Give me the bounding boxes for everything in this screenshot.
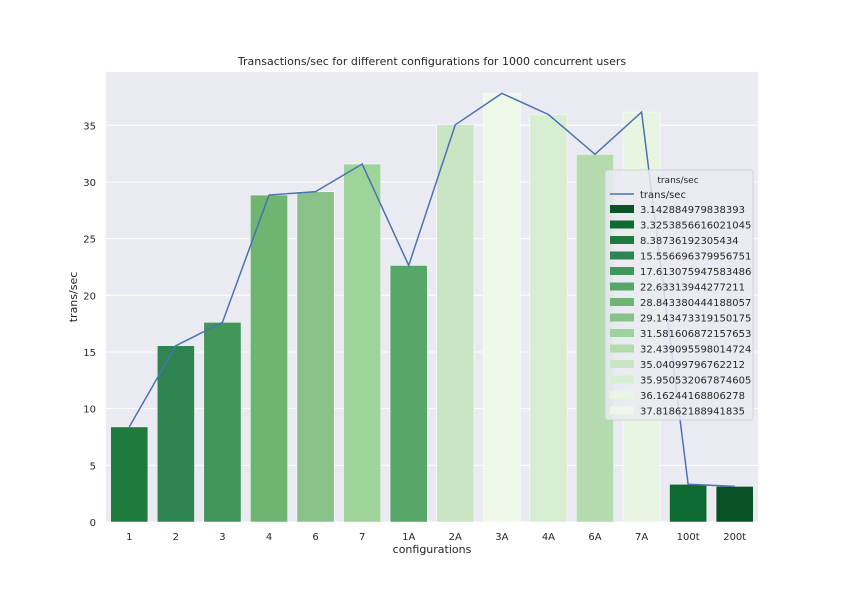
legend-swatch bbox=[610, 375, 634, 384]
x-tick-label: 6A bbox=[588, 532, 601, 543]
legend-item-label: 3.3253856616021045 bbox=[640, 221, 751, 232]
legend-item-label: 37.81862188941835 bbox=[640, 407, 745, 418]
y-tick-label: 15 bbox=[83, 348, 96, 359]
y-tick-label: 20 bbox=[83, 291, 96, 302]
legend-title: trans/sec bbox=[657, 176, 698, 186]
x-tick-label: 7 bbox=[359, 532, 365, 543]
x-tick-label: 3 bbox=[219, 532, 225, 543]
bar bbox=[389, 265, 428, 523]
legend-swatch bbox=[610, 344, 634, 353]
legend-swatch bbox=[610, 391, 634, 399]
legend-swatch bbox=[610, 236, 634, 244]
legend-swatch bbox=[610, 251, 634, 260]
legend: trans/sec trans/sec 3.142884979838393 3.3… bbox=[604, 169, 754, 421]
bar bbox=[715, 486, 754, 523]
legend-item-label: 31.581606872157653 bbox=[640, 329, 751, 340]
y-tick-label: 25 bbox=[83, 235, 96, 246]
line-series bbox=[128, 92, 735, 488]
legend-swatch bbox=[610, 282, 634, 291]
legend-swatch bbox=[610, 220, 634, 229]
bar bbox=[296, 191, 335, 523]
x-tick-label: 3A bbox=[495, 532, 508, 543]
x-tick-label: 100t bbox=[677, 532, 700, 543]
x-tick-label: 2 bbox=[173, 532, 179, 543]
legend-box bbox=[604, 169, 754, 421]
legend-swatch bbox=[610, 298, 634, 306]
x-tick-label: 7A bbox=[635, 532, 648, 543]
bar bbox=[669, 484, 708, 523]
x-axis-label: configurations bbox=[393, 543, 472, 556]
bar bbox=[482, 93, 521, 523]
bar bbox=[343, 163, 382, 523]
y-tick-label: 30 bbox=[83, 178, 96, 189]
y-axis-ticks: 0 5 10 15 20 25 30 35 bbox=[83, 121, 96, 529]
bar bbox=[250, 194, 288, 523]
x-tick-label: 6 bbox=[312, 532, 318, 543]
legend-swatch bbox=[610, 360, 634, 368]
y-tick-label: 35 bbox=[83, 121, 96, 132]
x-tick-label: 4 bbox=[266, 532, 272, 543]
bars bbox=[110, 93, 754, 523]
legend-swatch bbox=[610, 267, 634, 275]
legend-line-label: trans/sec bbox=[640, 190, 686, 201]
line-series-path bbox=[128, 92, 735, 488]
y-tick-label: 5 bbox=[90, 461, 96, 472]
x-tick-label: 1A bbox=[402, 532, 415, 543]
legend-item-label: 17.613075947583486 bbox=[640, 267, 751, 278]
x-tick-label: 1 bbox=[126, 532, 132, 543]
legend-item-label: 15.556696379956751 bbox=[640, 252, 751, 263]
legend-swatch bbox=[610, 205, 634, 213]
bar bbox=[110, 426, 149, 523]
y-tick-label: 10 bbox=[83, 405, 96, 416]
y-tick-label: 0 bbox=[90, 518, 96, 529]
bar bbox=[529, 114, 568, 523]
legend-swatch bbox=[610, 313, 634, 322]
legend-item-label: 8.38736192305434 bbox=[640, 236, 739, 247]
bar bbox=[436, 124, 475, 523]
x-tick-label: 2A bbox=[449, 532, 462, 543]
x-tick-label: 200t bbox=[723, 532, 746, 543]
bar bbox=[203, 322, 242, 523]
legend-item-label: 28.843380444188057 bbox=[640, 298, 751, 309]
legend-item-label: 35.950532067874605 bbox=[640, 376, 751, 387]
legend-item-label: 35.04099796762212 bbox=[640, 360, 745, 371]
legend-item-label: 22.63313944277211 bbox=[640, 283, 745, 294]
legend-item-label: 36.16244168806278 bbox=[640, 391, 745, 402]
x-tick-label: 4A bbox=[542, 532, 555, 543]
legend-item-label: 3.142884979838393 bbox=[640, 205, 745, 216]
legend-item-label: 32.439095598014724 bbox=[640, 345, 751, 356]
legend-items: 3.142884979838393 3.3253856616021045 8.387… bbox=[610, 205, 751, 418]
legend-swatch bbox=[610, 406, 634, 415]
x-axis-ticks: 1 2 3 4 6 7 1A 2A 3A 4A 6A 7A 100t 200t bbox=[126, 532, 746, 543]
chart-title: Transactions/sec for different configura… bbox=[237, 55, 626, 68]
legend-swatch bbox=[610, 329, 634, 337]
bar bbox=[156, 345, 195, 523]
legend-item-label: 29.143473319150175 bbox=[640, 314, 751, 325]
y-axis-label: trans/sec bbox=[67, 272, 80, 323]
